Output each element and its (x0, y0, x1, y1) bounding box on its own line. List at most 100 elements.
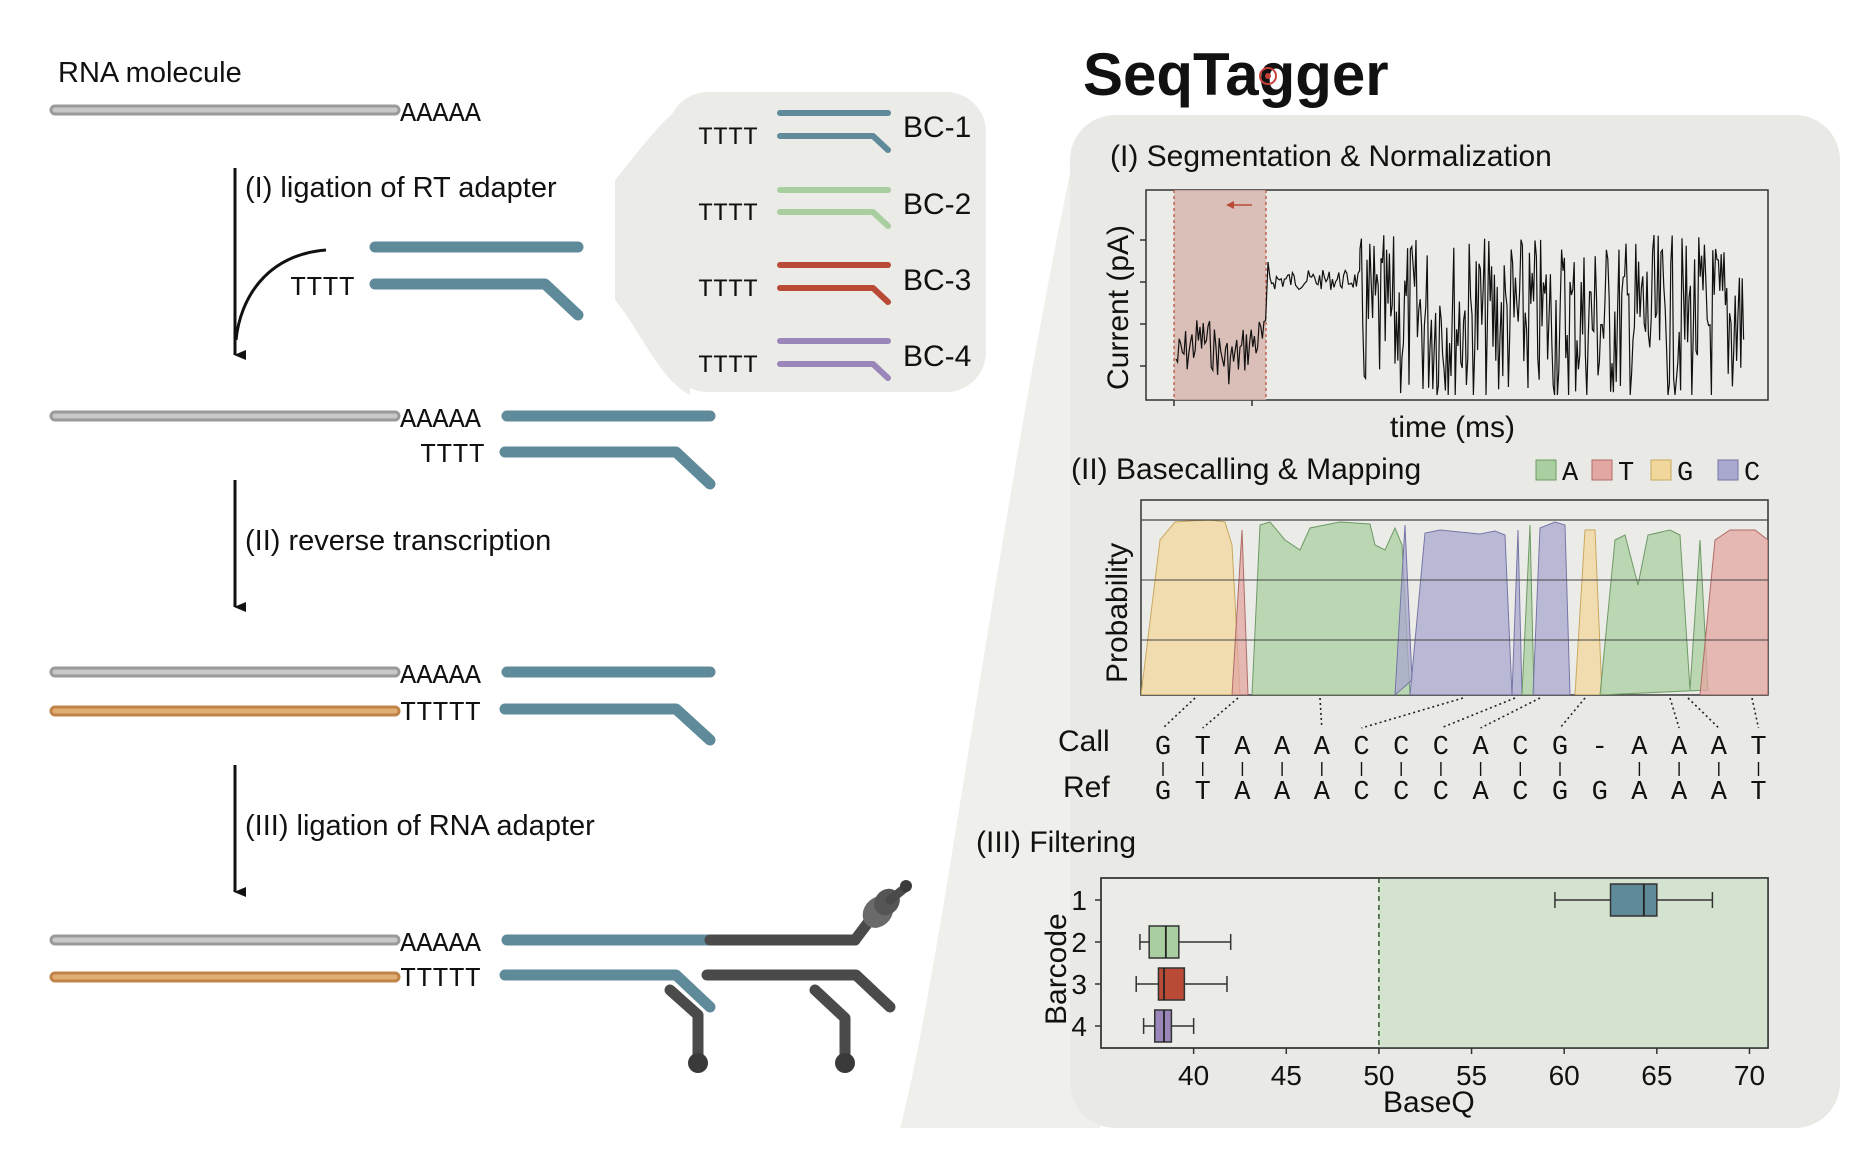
call-base: C (1393, 733, 1409, 763)
polya-text: AAAAA (400, 100, 482, 130)
legend-t: T (1618, 459, 1634, 489)
y-ticks (1140, 239, 1253, 406)
ref-base: G (1552, 778, 1568, 808)
xtick-label: 70 (1734, 1060, 1765, 1091)
ref-base: A (1711, 778, 1728, 808)
probability-areas (1141, 519, 1768, 695)
peak-connector (1440, 697, 1516, 729)
peak-connector (1319, 697, 1323, 729)
segment-highlight (1174, 190, 1266, 400)
barcode-label: BC-1 (903, 111, 971, 144)
call-base: T (1750, 733, 1766, 763)
call-base: A (1472, 733, 1489, 763)
peak-connector (1669, 697, 1680, 729)
ref-base: A (1472, 778, 1489, 808)
xtick-label: 40 (1178, 1060, 1209, 1091)
ref-base: A (1314, 778, 1331, 808)
panel1-xlabel: time (ms) (1390, 411, 1515, 444)
panel1-title: (I) Segmentation & Normalization (1110, 140, 1552, 173)
polya-text: AAAAA (400, 662, 482, 692)
polyt-text: TTTTT (400, 965, 481, 995)
ref-base: A (1671, 778, 1688, 808)
peak-connector (1751, 697, 1760, 729)
base-legend: A T G C (1535, 459, 1760, 489)
barcode-prefix: TTTT (698, 123, 758, 152)
ref-base: A (1274, 778, 1291, 808)
ref-base: G (1592, 778, 1608, 808)
call-label: Call (1058, 725, 1110, 758)
barcode-prefix: TTTT (698, 275, 758, 304)
zoom-shape (900, 150, 1100, 1128)
tether-2 (809, 984, 851, 1066)
ref-base: G (1155, 778, 1171, 808)
rt-polyt: TTTT (290, 274, 355, 304)
panel1-ylabel: Current (pA) (1102, 225, 1135, 390)
step1-curve (234, 248, 327, 341)
box-barcode-3 (1157, 967, 1186, 1001)
current-trace (1175, 234, 1745, 396)
ytick-label: 3 (1071, 969, 1087, 1000)
barcode-item: TTTT BC-2 (698, 187, 971, 229)
barcode-label: BC-2 (903, 188, 971, 221)
call-base: G (1552, 733, 1568, 763)
legend-c: C (1744, 459, 1760, 489)
left-protocol: RNA molecule AAAAA (I) ligation of RT ad… (49, 57, 912, 1073)
ref-base: C (1512, 778, 1528, 808)
rna-label: RNA molecule (58, 57, 242, 89)
call-base: A (1314, 733, 1331, 763)
polya-text: AAAAA (400, 406, 482, 436)
peak-connector (1559, 697, 1586, 729)
ref-base: T (1750, 778, 1766, 808)
panel3-ylabel: Barcode (1040, 913, 1073, 1025)
box-barcode-1 (1609, 883, 1658, 917)
rt-adapter-bottom (369, 278, 584, 321)
signal-plot (1140, 189, 1769, 406)
ref-base: C (1353, 778, 1369, 808)
xtick-label: 65 (1641, 1060, 1672, 1091)
panel2-title: (II) Basecalling & Mapping (1071, 453, 1421, 486)
tether-1 (664, 984, 704, 1066)
xtick-label: 55 (1456, 1060, 1487, 1091)
polyt-text: TTTT (420, 441, 485, 471)
call-base: A (1234, 733, 1251, 763)
call-base: T (1195, 733, 1211, 763)
alignment-connectors (1162, 697, 1760, 729)
logo-target-icon (1259, 67, 1277, 85)
call-base: A (1274, 733, 1291, 763)
call-base: A (1671, 733, 1688, 763)
panel3-xlabel: BaseQ (1383, 1086, 1475, 1119)
panel2-ylabel: Probability (1101, 543, 1134, 683)
box-barcode-4 (1153, 1009, 1173, 1043)
panel3-title: (III) Filtering (976, 826, 1136, 859)
seqtagger-logo: SeqTagger (1083, 41, 1389, 108)
legend-a: A (1562, 459, 1579, 489)
call-base: C (1433, 733, 1449, 763)
ref-base: A (1631, 778, 1648, 808)
barcode-prefix: TTTT (698, 351, 758, 380)
ref-label: Ref (1063, 771, 1110, 804)
ytick-label: 4 (1071, 1011, 1087, 1042)
ref-base: C (1433, 778, 1449, 808)
step3-label: (III) ligation of RNA adapter (245, 810, 595, 842)
barcode-item: TTTT BC-3 (698, 262, 971, 305)
ytick-label: 2 (1071, 927, 1087, 958)
barcode-item: TTTT BC-1 (698, 110, 971, 153)
call-base: A (1711, 733, 1728, 763)
basequality-boxplot: 1 2 3 4 40 45 50 55 60 65 70 (1071, 877, 1769, 1091)
call-base: C (1353, 733, 1369, 763)
legend-g: G (1677, 459, 1693, 489)
barcode-prefix: TTTT (698, 199, 758, 228)
step2-label: (II) reverse transcription (245, 525, 551, 557)
motor-protein (862, 880, 912, 928)
ref-base: C (1393, 778, 1409, 808)
ref-base: A (1234, 778, 1251, 808)
barcode-label: BC-3 (903, 264, 971, 297)
xtick-label: 50 (1363, 1060, 1394, 1091)
barcode-callout (668, 92, 986, 392)
call-base: - (1592, 733, 1608, 763)
call-base: A (1631, 733, 1648, 763)
box-barcode-2 (1148, 925, 1180, 959)
pass-region (1378, 878, 1768, 1048)
